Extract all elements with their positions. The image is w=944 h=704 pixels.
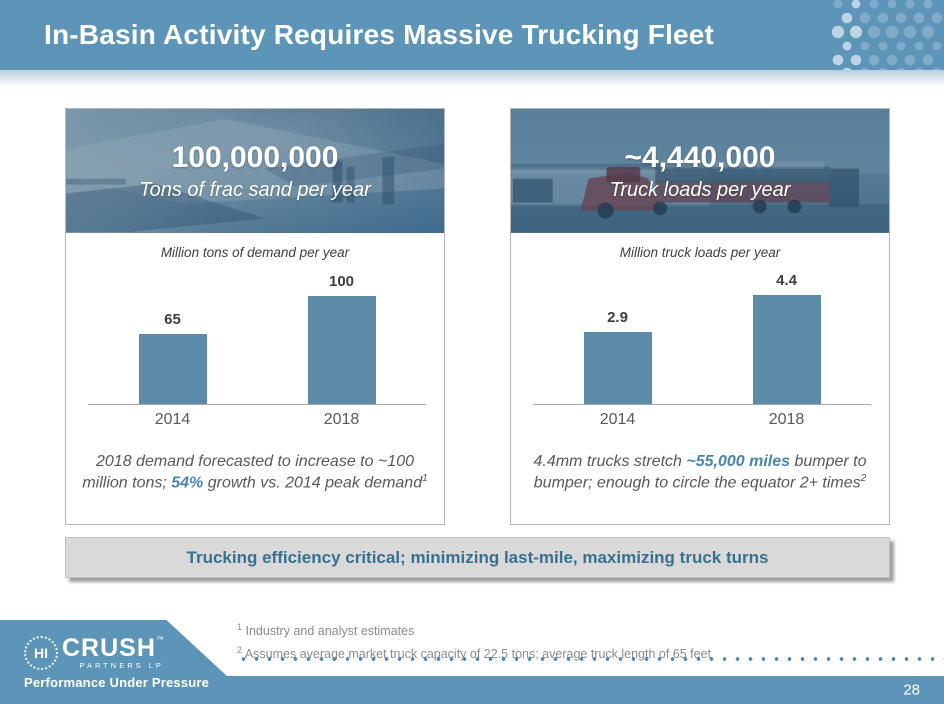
slide-title: In-Basin Activity Requires Massive Truck… [44, 19, 715, 50]
caption-text: 4.4mm trucks stretch [533, 452, 687, 470]
logo-wordmark: CRUSH™ PARTNERS LP [62, 636, 164, 670]
trucks-photo: ~4,440,000 Truck loads per year [511, 109, 889, 233]
key-message-banner: Trucking efficiency critical; minimizing… [65, 537, 890, 578]
logo-crush-text: CRUSH [62, 634, 156, 663]
truck-chart-title: Million truck loads per year [619, 245, 781, 260]
caption-footnote-ref: 1 [422, 473, 428, 485]
caption-text: 2018 demand forecasted to increase to ~1… [82, 452, 414, 492]
truck-loads-headline: ~4,440,000 [624, 140, 776, 174]
truck-loads-subheadline: Truck loads per year [609, 178, 791, 201]
caption-text: growth vs. 2014 peak demand [203, 474, 423, 492]
caption-text: bumper to bumper; enough to circle the e… [533, 452, 867, 492]
bar-slot: 4.4 2018 [702, 263, 871, 428]
bar [307, 296, 376, 404]
footnote-1-text: Industry and analyst estimates [245, 624, 415, 639]
truck-caption: 4.4mm trucks stretch ~55,000 miles bumpe… [511, 431, 889, 524]
footnote-1-ref: 1 [237, 622, 243, 632]
sand-demand-chart: Million tons of demand per year 65 2014 10… [66, 233, 444, 431]
bar-slot: 65 2014 [88, 263, 257, 428]
dots-pattern-decoration [831, 0, 944, 78]
bar-category-label: 2018 [768, 411, 805, 428]
frac-sand-photo: 100,000,000 Tons of frac sand per year [66, 109, 444, 233]
truck-loads-headline-block: ~4,440,000 Truck loads per year [511, 109, 889, 233]
footnote-2-ref: 2 [237, 645, 243, 656]
bar [138, 334, 207, 404]
logo-trademark: ™ [155, 635, 164, 645]
caption-highlight: ~55,000 miles [686, 452, 791, 470]
hicrush-logo: HI CRUSH™ PARTNERS LP Performance Under … [24, 636, 214, 690]
bar [583, 332, 652, 404]
logo-wordmark-row: HI CRUSH™ PARTNERS LP [24, 636, 214, 670]
page-number: 28 [903, 681, 920, 699]
bar-category-label: 2014 [599, 411, 636, 428]
dotted-line-decoration [237, 656, 944, 662]
bottom-bar: 28 [0, 676, 944, 704]
title-bar: In-Basin Activity Requires Massive Truck… [0, 0, 944, 78]
frac-sand-subheadline: Tons of frac sand per year [139, 178, 371, 201]
sand-caption: 2018 demand forecasted to increase to ~1… [66, 431, 444, 524]
bar-category-label: 2018 [323, 411, 360, 428]
bar [752, 295, 821, 404]
frac-sand-headline: 100,000,000 [171, 140, 339, 174]
caption-highlight: 54% [171, 474, 204, 492]
truck-loads-chart: Million truck loads per year 2.9 2014 4.4 2… [511, 233, 889, 431]
caption-footnote-ref: 2 [860, 473, 867, 485]
bar-slot: 100 2018 [257, 263, 426, 428]
truck-chart-plot: 2.9 2014 4.4 2018 [533, 263, 871, 428]
sand-chart-title: Million tons of demand per year [160, 245, 350, 260]
bar-value-label: 65 [164, 311, 181, 328]
sand-chart-plot: 65 2014 100 2018 [88, 263, 426, 428]
footnote-1: 1 Industry and analyst estimates [237, 622, 711, 638]
bar-category-label: 2014 [154, 411, 191, 428]
logo-hi-circle-icon: HI [24, 636, 58, 670]
bar-value-label: 2.9 [607, 309, 628, 326]
frac-sand-panel: 100,000,000 Tons of frac sand per year M… [65, 108, 445, 525]
logo-partners-text: PARTNERS LP [79, 661, 164, 671]
logo-tagline: Performance Under Pressure [24, 675, 210, 690]
frac-sand-headline-block: 100,000,000 Tons of frac sand per year [66, 109, 444, 233]
truck-loads-panel: ~4,440,000 Truck loads per year Million … [510, 108, 890, 525]
header-fade-divider [0, 70, 944, 86]
bar-value-label: 100 [328, 273, 355, 290]
bar-value-label: 4.4 [776, 272, 797, 289]
bar-slot: 2.9 2014 [533, 263, 702, 428]
